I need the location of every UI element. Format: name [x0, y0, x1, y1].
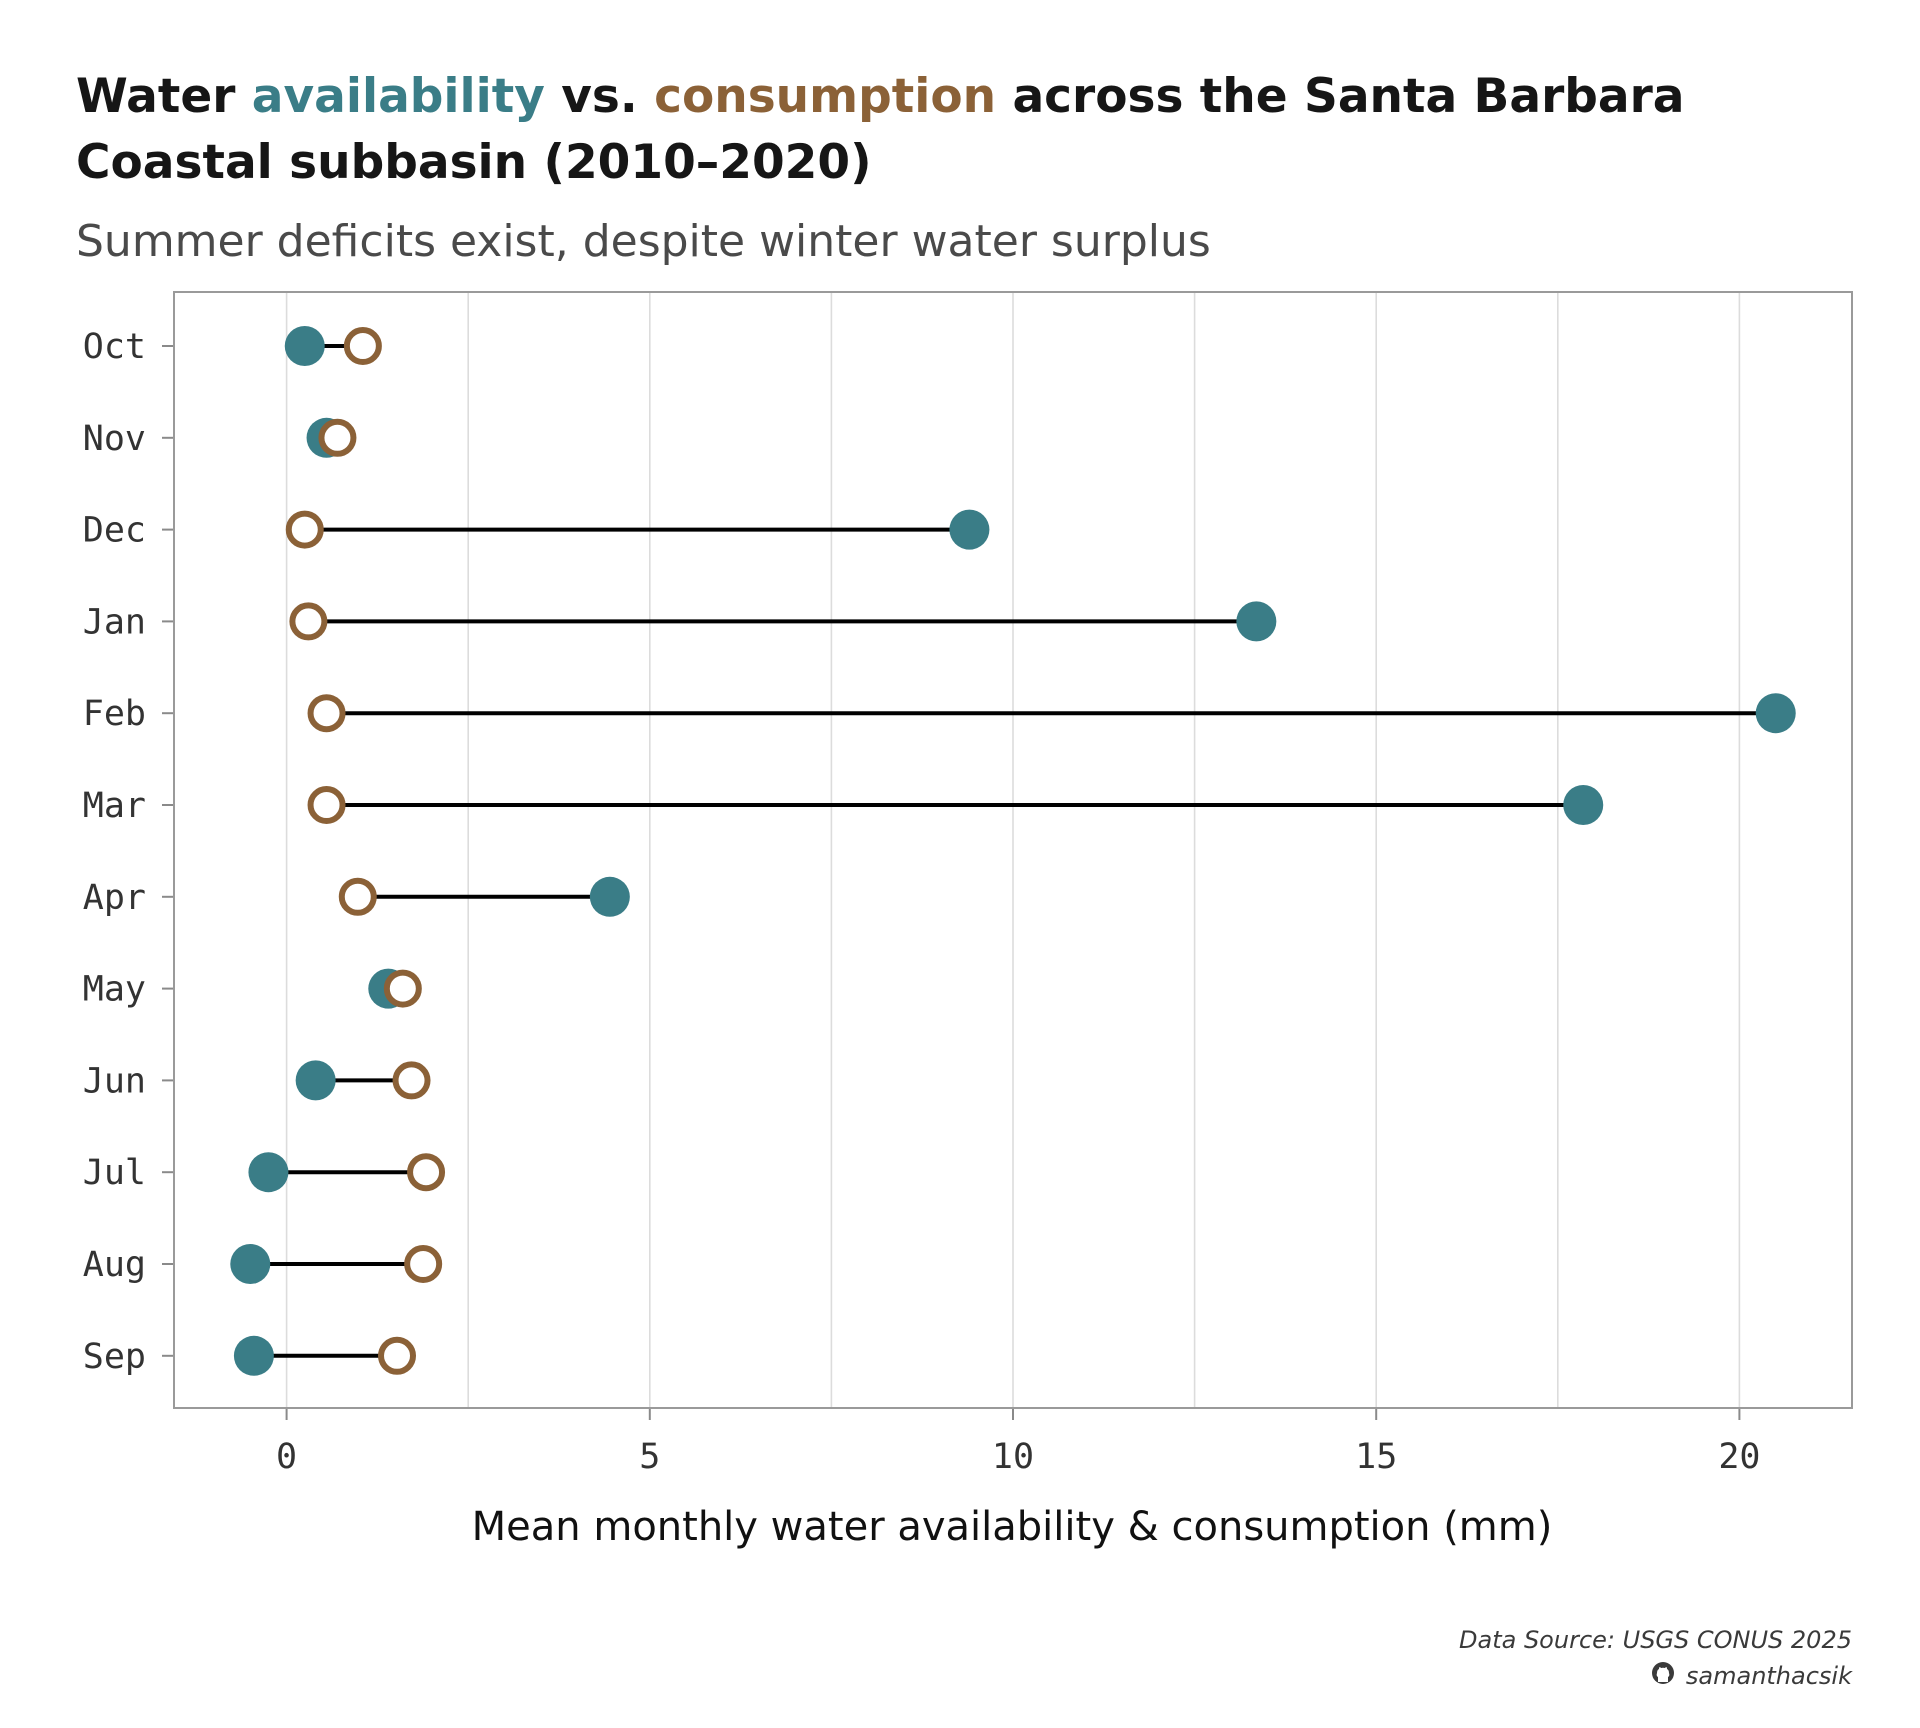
y-tick-label-aug: Aug: [83, 1245, 146, 1285]
availability-point-jan: [1236, 601, 1277, 642]
consumption-point-jun: [392, 1061, 431, 1100]
title-part-water: Water: [76, 69, 252, 124]
y-axis-labels: Oct Nov Dec Jan Feb Mar Apr May Jun Jul Aug Sep: [83, 327, 146, 1377]
x-tick-label: 10: [992, 1437, 1034, 1477]
y-tick-label-mar: Mar: [83, 786, 146, 826]
consumption-point-feb: [307, 694, 346, 733]
availability-point-mar: [1563, 785, 1604, 825]
y-tick-label-sep: Sep: [83, 1337, 146, 1377]
y-tick-label-apr: Apr: [83, 878, 146, 918]
x-tick-label: 15: [1355, 1437, 1397, 1477]
consumption-point-sep: [378, 1336, 417, 1375]
x-axis-labels: 0 5 10 15 20: [276, 1437, 1760, 1477]
x-tick-label: 0: [276, 1437, 297, 1477]
x-tick-label: 5: [639, 1437, 660, 1477]
consumption-point-nov: [318, 418, 357, 457]
availability-point-apr: [589, 876, 630, 917]
x-tick-label: 20: [1718, 1437, 1760, 1477]
plot-panel-border: [173, 291, 1853, 1409]
availability-point-sep: [233, 1335, 274, 1376]
consumption-point-mar: [307, 786, 346, 824]
y-tick-label-jul: Jul: [83, 1153, 146, 1193]
author-handle: samanthacsik: [1686, 1662, 1853, 1690]
y-tick-label-nov: Nov: [83, 419, 146, 459]
consumption-point-aug: [404, 1245, 443, 1283]
y-tick-label-dec: Dec: [83, 511, 146, 551]
title-consumption-word: consumption: [654, 69, 996, 124]
y-tick-label-feb: Feb: [83, 694, 146, 734]
consumption-points: [285, 327, 446, 1375]
data-source-caption: Data Source: USGS CONUS 2025: [1459, 1626, 1852, 1654]
x-axis-title: Mean monthly water availability & consum…: [472, 1504, 1553, 1550]
y-tick-label-jan: Jan: [83, 602, 146, 642]
consumption-point-oct: [343, 327, 382, 365]
consumption-point-jan: [289, 602, 328, 641]
consumption-point-jul: [407, 1153, 446, 1192]
chart-title-line2: Coastal subbasin (2010–2020): [76, 135, 872, 190]
availability-point-feb: [1755, 693, 1796, 734]
title-availability-word: availability: [252, 69, 545, 124]
title-part-vs: vs.: [545, 69, 654, 124]
y-tick-label-jun: Jun: [83, 1061, 146, 1101]
y-tick-label-oct: Oct: [83, 327, 146, 367]
availability-point-aug: [230, 1244, 271, 1284]
availability-point-jun: [295, 1060, 336, 1101]
consumption-point-dec: [285, 510, 324, 549]
availability-point-oct: [284, 326, 325, 366]
github-icon: [1652, 1662, 1674, 1684]
availability-point-dec: [949, 509, 990, 550]
title-part-region: across the Santa Barbara: [996, 69, 1684, 124]
gridlines: [285, 292, 1741, 1408]
availability-point-jul: [248, 1152, 289, 1193]
chart-title-line1: Water availability vs. consumption acros…: [76, 69, 1685, 124]
consumption-point-may: [383, 969, 422, 1008]
dumbbell-segments: [250, 344, 1776, 1358]
axis-ticks: [162, 345, 1741, 1420]
y-tick-label-may: May: [83, 970, 146, 1010]
chart-subtitle: Summer deficits exist, despite winter wa…: [76, 216, 1211, 267]
consumption-point-apr: [338, 877, 377, 916]
